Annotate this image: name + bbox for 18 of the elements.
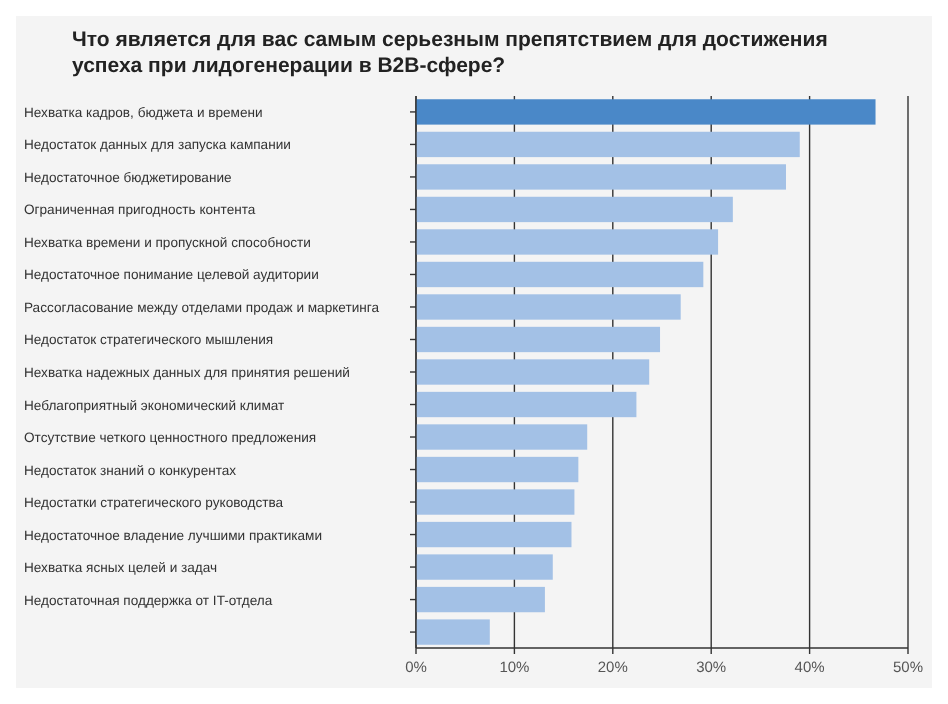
bar bbox=[416, 619, 490, 645]
bar bbox=[416, 294, 681, 320]
bar bbox=[416, 554, 553, 580]
bar bbox=[416, 359, 650, 385]
bar bbox=[416, 521, 572, 548]
bar bbox=[416, 164, 786, 190]
bar bbox=[416, 456, 579, 483]
bar bbox=[416, 391, 637, 418]
bar bbox=[416, 586, 545, 613]
bar bbox=[416, 99, 876, 125]
bar bbox=[416, 229, 719, 255]
bar bbox=[416, 261, 704, 288]
bar bbox=[416, 131, 800, 158]
bar bbox=[416, 326, 661, 353]
bar bbox=[416, 196, 733, 223]
chart-title: Что является для вас самым серьезным препятствием для достижения успеха при лидогенерации в B2B-сфере? bbox=[72, 28, 828, 78]
bar bbox=[416, 424, 588, 450]
bar bbox=[416, 489, 575, 515]
